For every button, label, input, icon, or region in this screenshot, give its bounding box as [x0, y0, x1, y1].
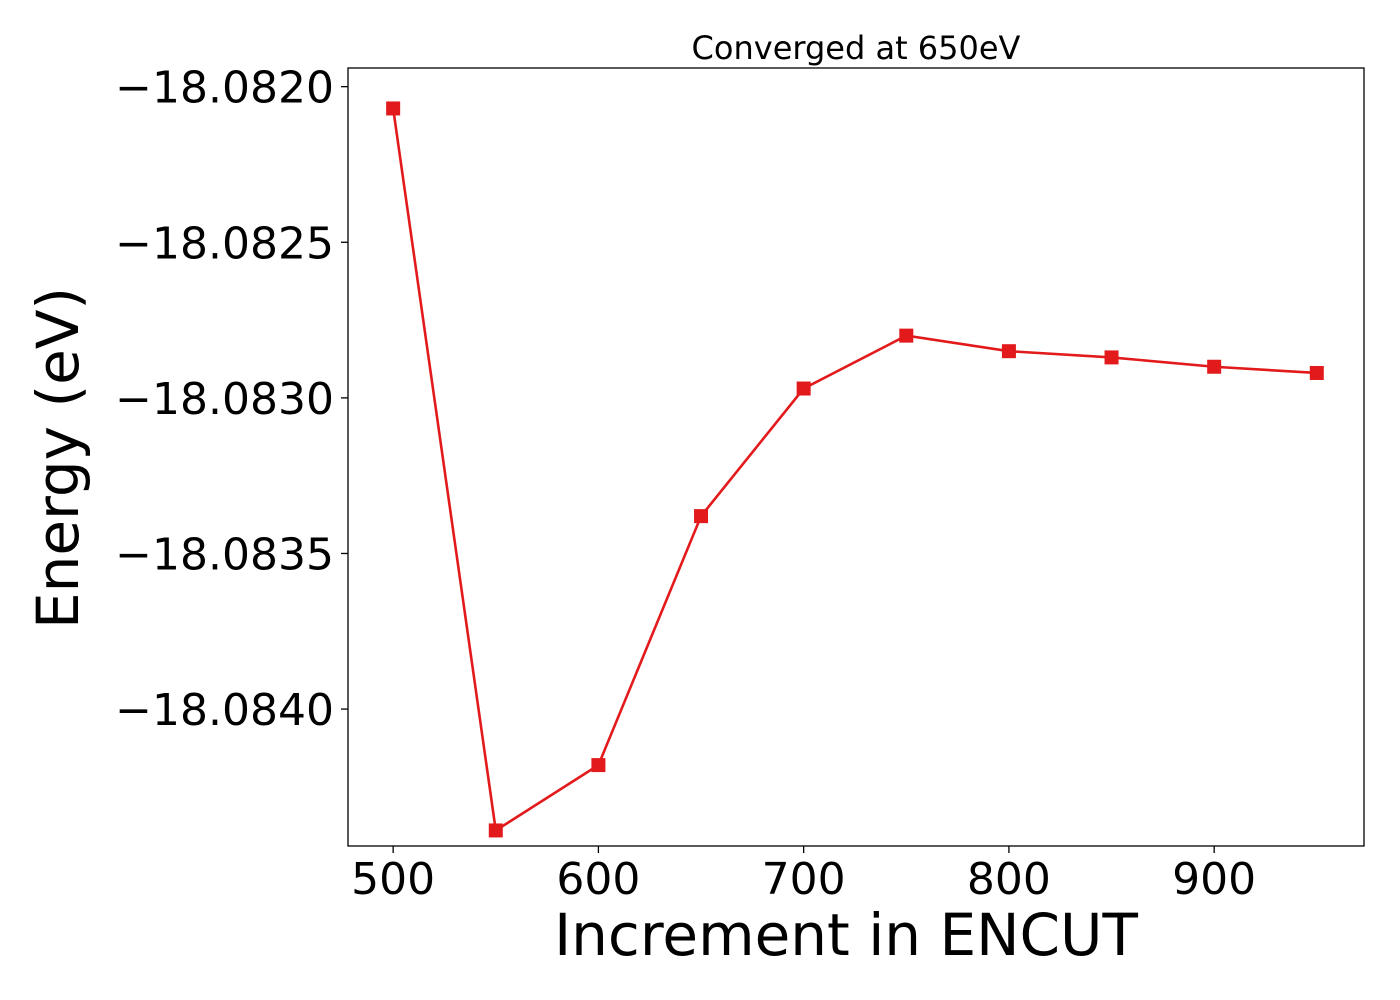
series-layer — [386, 101, 1324, 838]
data-point — [1001, 344, 1016, 359]
x-axis: 500 600 700 800 900 — [351, 846, 1256, 905]
plot-frame — [347, 67, 1365, 847]
x-tick-label: 900 — [1172, 854, 1256, 905]
x-axis-title: Increment in ENCUT — [554, 901, 1138, 969]
y-tick-label: −18.0830 — [115, 374, 334, 425]
x-tick-label: 700 — [762, 854, 846, 905]
y-tick-label: −18.0840 — [115, 685, 334, 736]
data-point — [386, 101, 401, 116]
data-point — [796, 381, 811, 396]
x-tick-label: 800 — [967, 854, 1051, 905]
data-point — [488, 823, 503, 838]
y-axis-title: Energy (eV) — [24, 287, 92, 629]
data-point — [1309, 365, 1324, 380]
data-point — [591, 758, 606, 773]
data-point — [899, 328, 914, 343]
chart-title: Converged at 650eV — [692, 29, 1021, 67]
data-point — [694, 509, 709, 524]
series-line — [391, 108, 1317, 833]
y-tick-label: −18.0825 — [115, 218, 334, 269]
y-tick-label: −18.0820 — [115, 63, 334, 114]
x-tick-label: 500 — [351, 854, 435, 905]
data-point — [1104, 350, 1119, 365]
x-tick-label: 600 — [556, 854, 640, 905]
y-axis: −18.0820 −18.0825 −18.0830 −18.0835 −18.0840 — [115, 63, 348, 736]
y-tick-label: −18.0835 — [115, 529, 334, 580]
data-point — [1207, 359, 1222, 374]
